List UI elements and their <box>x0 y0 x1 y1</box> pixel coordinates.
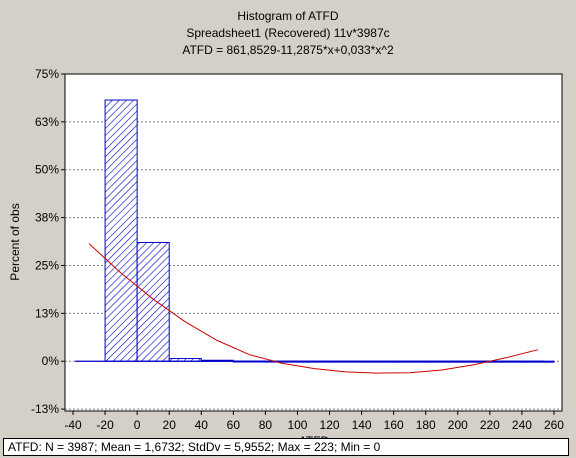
y-tick-label: 38% <box>35 211 59 225</box>
y-tick-label: -13% <box>31 402 59 416</box>
y-axis-label: Percent of obs <box>8 203 22 280</box>
chart-fit-label: ATFD = 861,8529-11,2875*x+0,033*x^2 <box>182 43 394 57</box>
x-tick-label: 0 <box>134 418 141 432</box>
x-tick-label: 160 <box>384 418 404 432</box>
fit-curve <box>88 243 539 374</box>
x-tick-label: 240 <box>512 418 532 432</box>
x-tick-label: 200 <box>448 418 468 432</box>
y-tick-label: 75% <box>35 67 59 81</box>
histogram-bar <box>136 242 170 362</box>
x-tick-label: 260 <box>544 418 564 432</box>
stats-footer: ATFD: N = 3987; Mean = 1,6732; StdDv = 5… <box>3 438 569 456</box>
chart-titles: Histogram of ATFD Spreadsheet1 (Recovere… <box>0 8 576 59</box>
x-tick-label: 20 <box>163 418 177 432</box>
x-tick-label: 120 <box>320 418 340 432</box>
x-tick-label: -20 <box>96 418 114 432</box>
chart-title: Histogram of ATFD <box>237 9 339 23</box>
y-tick-label: 25% <box>35 258 59 272</box>
y-tick-label: 63% <box>35 115 59 129</box>
x-tick-label: 100 <box>287 418 307 432</box>
x-tick-label: -40 <box>64 418 82 432</box>
stats-text: ATFD: N = 3987; Mean = 1,6732; StdDv = 5… <box>8 440 381 454</box>
x-axis: -40 -20 0 20 40 60 80 100 120 140 160 180 200 220 240 2… <box>64 411 564 432</box>
x-tick-label: 80 <box>259 418 273 432</box>
x-tick-label: 140 <box>352 418 372 432</box>
y-axis: 75% 63% 50% 38% 25% 13% 0% -13% <box>31 67 65 416</box>
y-tick-label: 50% <box>35 163 59 177</box>
histogram-bar <box>104 99 138 362</box>
fit-curve-group <box>88 243 539 374</box>
y-tick-label: 13% <box>35 306 59 320</box>
histogram-bars <box>75 99 555 363</box>
chart-subtitle: Spreadsheet1 (Recovered) 11v*3987c <box>186 26 390 40</box>
x-tick-label: 220 <box>480 418 500 432</box>
x-tick-label: 40 <box>195 418 209 432</box>
y-tick-label: 0% <box>42 354 60 368</box>
x-tick-label: 60 <box>227 418 241 432</box>
x-tick-label: 180 <box>416 418 436 432</box>
